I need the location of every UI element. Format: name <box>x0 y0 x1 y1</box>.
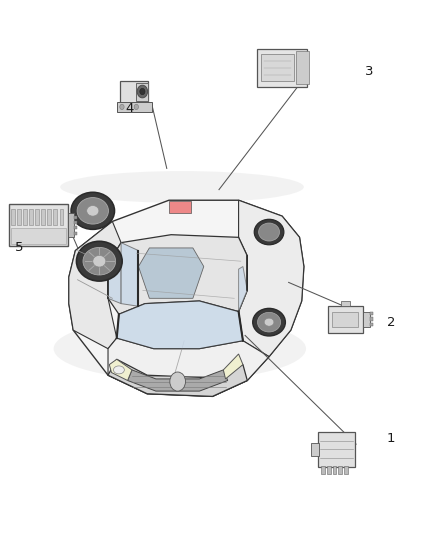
Bar <box>136 83 148 101</box>
Bar <box>321 466 325 474</box>
Bar <box>74 216 78 219</box>
Ellipse shape <box>93 255 106 267</box>
Circle shape <box>137 85 148 98</box>
Bar <box>11 209 15 225</box>
Bar <box>117 102 152 112</box>
Text: 2: 2 <box>387 316 395 329</box>
Bar <box>47 209 51 225</box>
Bar <box>17 209 21 225</box>
Text: 4: 4 <box>126 102 134 115</box>
Polygon shape <box>117 301 243 349</box>
Bar <box>344 466 348 474</box>
Circle shape <box>170 372 185 391</box>
Bar <box>327 466 331 474</box>
Ellipse shape <box>83 247 116 275</box>
Bar <box>120 81 148 103</box>
Bar <box>60 209 63 225</box>
Polygon shape <box>127 370 228 391</box>
Bar <box>11 228 66 244</box>
Ellipse shape <box>113 366 124 374</box>
Polygon shape <box>239 266 247 312</box>
Ellipse shape <box>77 241 122 281</box>
Polygon shape <box>108 235 247 314</box>
Ellipse shape <box>77 198 109 224</box>
Ellipse shape <box>60 171 304 203</box>
Bar <box>332 312 358 327</box>
Ellipse shape <box>258 223 279 241</box>
Bar <box>9 204 68 246</box>
Bar <box>42 209 45 225</box>
Ellipse shape <box>71 192 115 229</box>
Polygon shape <box>69 221 121 349</box>
Bar <box>371 322 373 326</box>
Bar <box>371 317 373 320</box>
Bar <box>328 306 363 333</box>
Bar <box>29 209 33 225</box>
Polygon shape <box>169 201 191 214</box>
Polygon shape <box>138 248 204 298</box>
Bar <box>35 209 39 225</box>
Ellipse shape <box>264 318 274 326</box>
Bar <box>311 443 319 456</box>
Bar <box>74 221 78 224</box>
Ellipse shape <box>253 309 286 336</box>
Polygon shape <box>121 243 138 306</box>
Bar <box>363 312 371 327</box>
Circle shape <box>120 104 124 110</box>
Bar <box>68 214 74 237</box>
Circle shape <box>134 104 138 110</box>
Text: 5: 5 <box>15 241 24 254</box>
Bar <box>74 231 78 235</box>
Ellipse shape <box>87 206 99 216</box>
Polygon shape <box>69 200 304 397</box>
Bar <box>333 466 336 474</box>
Bar <box>74 226 78 229</box>
Bar <box>341 301 350 306</box>
Text: 1: 1 <box>387 432 395 446</box>
Bar <box>261 54 294 82</box>
Polygon shape <box>239 200 304 357</box>
Ellipse shape <box>258 312 281 332</box>
Circle shape <box>140 88 145 95</box>
Bar <box>53 209 57 225</box>
Ellipse shape <box>254 219 284 245</box>
Polygon shape <box>108 338 269 397</box>
Text: 3: 3 <box>365 65 374 78</box>
Bar <box>23 209 27 225</box>
Bar <box>371 312 373 316</box>
Bar <box>318 432 355 467</box>
Polygon shape <box>108 264 121 304</box>
Polygon shape <box>110 359 132 381</box>
Bar <box>296 51 309 84</box>
Bar <box>257 49 307 87</box>
Ellipse shape <box>53 317 306 381</box>
Polygon shape <box>223 354 243 379</box>
Polygon shape <box>108 359 247 397</box>
Bar <box>339 466 342 474</box>
